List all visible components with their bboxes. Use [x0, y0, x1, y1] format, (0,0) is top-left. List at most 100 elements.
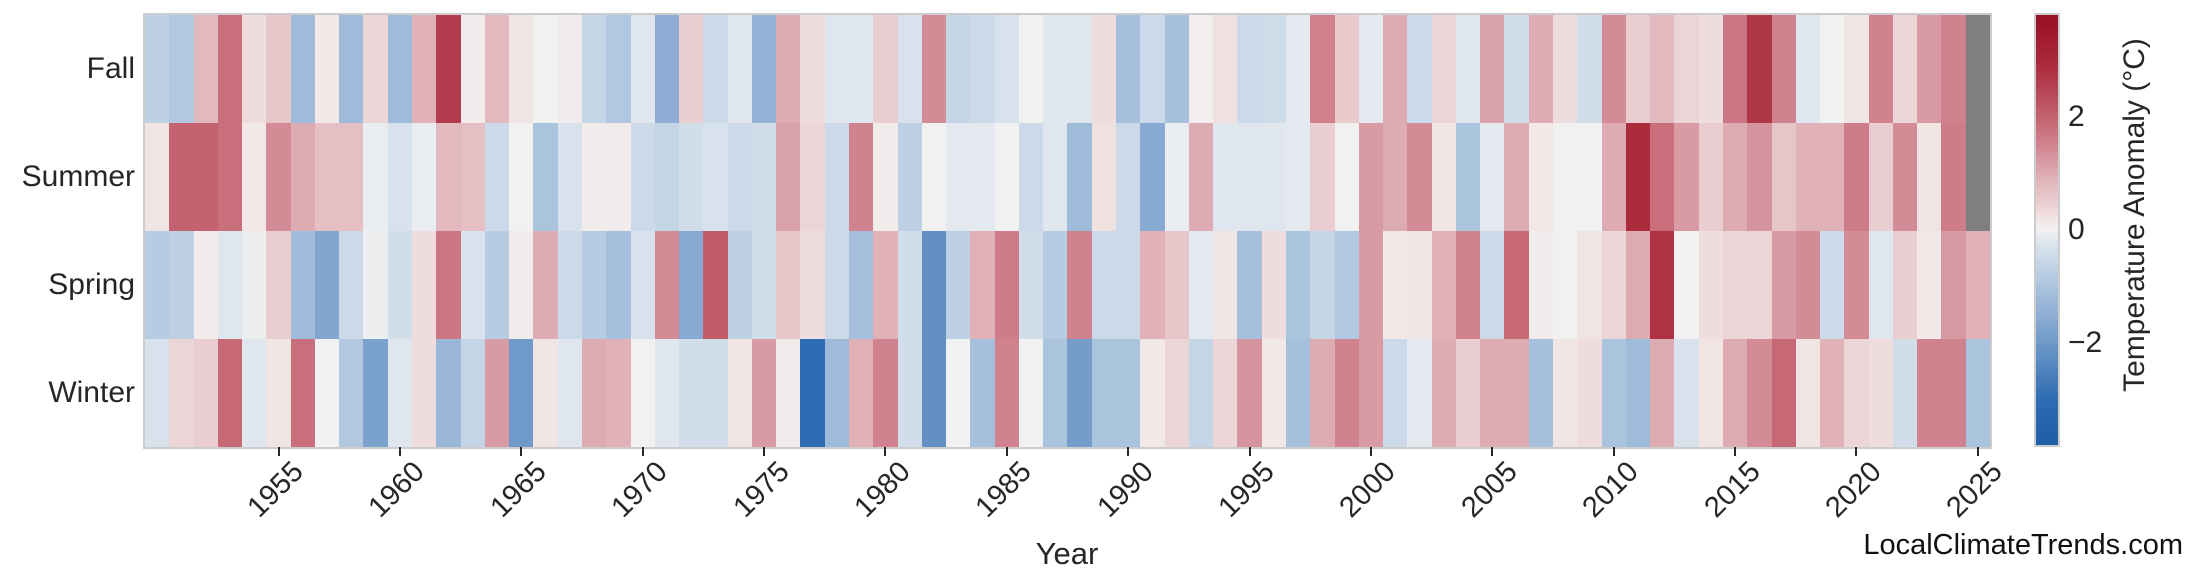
heatmap-cell [1213, 231, 1238, 339]
heatmap-cell [436, 123, 461, 231]
heatmap-cell [1868, 15, 1893, 123]
heatmap-cell [921, 123, 947, 231]
heatmap-cell [1140, 123, 1165, 231]
heatmap-cell [703, 15, 728, 123]
heatmap-cell [145, 123, 170, 231]
heatmap-cell [412, 339, 437, 447]
heatmap-cell [1407, 231, 1432, 339]
x-tick-label-1995: 1995 [1212, 455, 1281, 524]
heatmap-cell [849, 123, 874, 231]
heatmap-cell [1310, 123, 1335, 231]
x-tick-mark [1734, 447, 1737, 456]
x-tick-label-2025: 2025 [1940, 455, 2010, 524]
heatmap-cell [606, 123, 631, 231]
heatmap-cell [242, 123, 267, 231]
heatmap-cell [1577, 339, 1602, 447]
heatmap-cell [1334, 339, 1359, 447]
heatmap-cell [1698, 15, 1723, 123]
heatmap-cell [1674, 15, 1699, 123]
heatmap-cell [1164, 231, 1189, 339]
x-tick-label-2005: 2005 [1455, 455, 1524, 524]
heatmap-cell [1407, 15, 1432, 123]
heatmap-cell [1868, 231, 1893, 339]
heatmap-cell [1310, 15, 1335, 123]
heatmap-cell [339, 231, 364, 339]
heatmap-cell [1237, 123, 1262, 231]
heatmap-cell [1310, 339, 1335, 447]
heatmap-cell [873, 231, 898, 339]
heatmap-cell [1892, 15, 1918, 123]
heatmap-cell [1917, 231, 1942, 339]
heatmap-cell [1455, 231, 1481, 339]
heatmap-cell [1116, 15, 1141, 123]
heatmap-cell [217, 15, 243, 123]
heatmap-cell [1577, 231, 1602, 339]
heatmap-cell [1140, 15, 1165, 123]
heatmap-cell [1650, 231, 1675, 339]
heatmap-cell [1237, 15, 1262, 123]
heatmap-cell [1334, 231, 1359, 339]
heatmap-cell [1941, 339, 1966, 447]
heatmap-cell [1043, 15, 1068, 123]
watermark-text: LocalClimateTrends.com [1863, 529, 2183, 561]
heatmap-cell [460, 339, 485, 447]
heatmap-cell [897, 231, 922, 339]
x-tick-mark [1127, 447, 1130, 456]
heatmap-cell [1018, 15, 1044, 123]
heatmap-cell [339, 123, 364, 231]
heatmap-cell [1844, 15, 1869, 123]
heatmap-cell [1455, 15, 1481, 123]
heatmap-cell [1553, 231, 1578, 339]
heatmap-cell [1358, 231, 1384, 339]
heatmap-cell [290, 231, 315, 339]
heatmap-cell [1820, 339, 1845, 447]
x-tick-mark [884, 447, 887, 456]
x-tick-label-1960: 1960 [362, 455, 432, 524]
heatmap-cell [824, 15, 849, 123]
heatmap-cell [1431, 123, 1456, 231]
x-tick-mark [1855, 447, 1858, 456]
heatmap-cell [630, 15, 655, 123]
x-tick-mark [1612, 447, 1615, 456]
heatmap-cell [1164, 123, 1189, 231]
heatmap-cell [1747, 123, 1772, 231]
heatmap-cell [800, 15, 825, 123]
heatmap-cell [703, 339, 728, 447]
heatmap-cell [1941, 15, 1966, 123]
heatmap-cell [1747, 15, 1772, 123]
heatmap-cell [654, 339, 680, 447]
x-tick-mark [277, 447, 280, 456]
heatmap-cell [1140, 231, 1165, 339]
colorbar [2034, 13, 2060, 447]
heatmap-cell [1528, 15, 1554, 123]
heatmap-cell [387, 231, 413, 339]
heatmap-cell [994, 15, 1019, 123]
heatmap-cell [1601, 123, 1626, 231]
heatmap-cell [484, 15, 510, 123]
heatmap-cell [1285, 15, 1311, 123]
heatmap-cell [1965, 339, 1990, 447]
heatmap-cell [1455, 123, 1481, 231]
heatmap-cell [1674, 123, 1699, 231]
heatmap-cell [994, 231, 1019, 339]
heatmap-cell [921, 15, 947, 123]
heatmap-cell [970, 231, 995, 339]
heatmap-cell [145, 15, 170, 123]
row-label-spring: Spring [48, 268, 135, 301]
heatmap-cell [460, 15, 485, 123]
heatmap-cell [217, 231, 243, 339]
heatmap-cell [1722, 123, 1748, 231]
heatmap-cell [169, 15, 194, 123]
heatmap-cell [1722, 339, 1748, 447]
heatmap-cell [1917, 339, 1942, 447]
heatmap-cell [460, 231, 485, 339]
heatmap-cell [1553, 339, 1578, 447]
heatmap-cell [1965, 15, 1990, 123]
heatmap-cell [290, 15, 315, 123]
heatmap-cell [1091, 339, 1117, 447]
heatmap-cell [1480, 123, 1505, 231]
x-tick-mark [1248, 447, 1251, 456]
heatmap-cell [946, 339, 971, 447]
x-tick-mark [520, 447, 523, 456]
